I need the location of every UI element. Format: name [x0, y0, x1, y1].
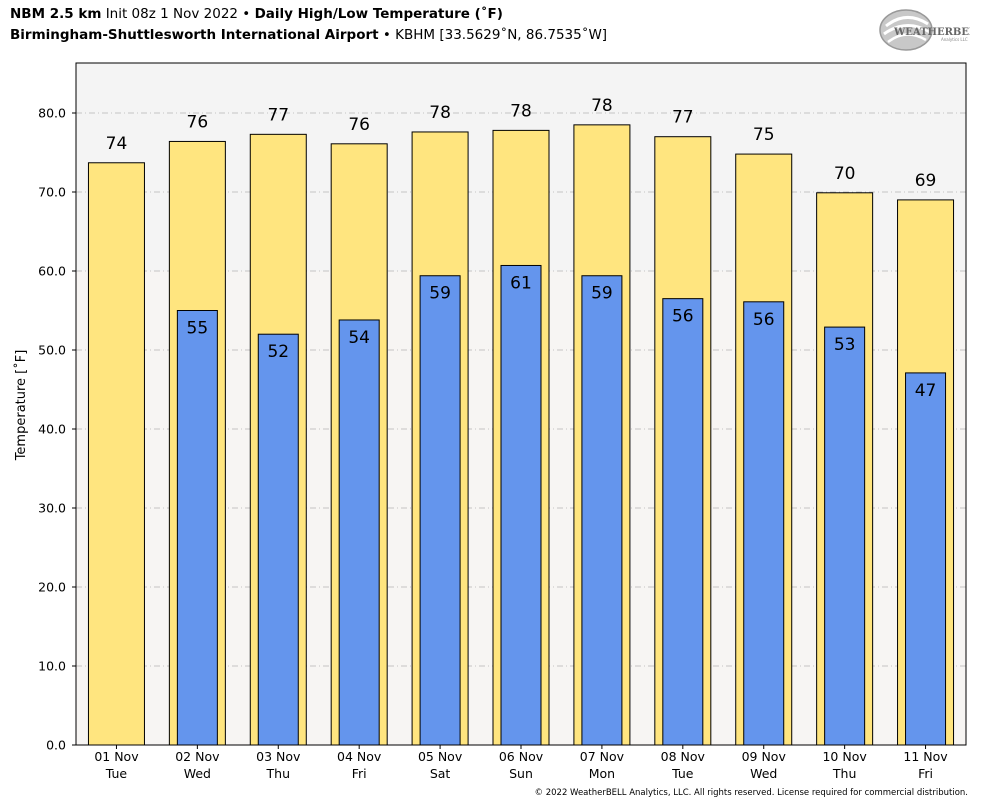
- header-separator: •: [242, 6, 251, 22]
- high-value-label: 76: [348, 115, 370, 135]
- low-bar: [257, 333, 299, 746]
- low-value-label: 56: [672, 307, 694, 327]
- high-bar: [87, 162, 145, 746]
- logo-subtext: Analytics LLC: [941, 37, 968, 42]
- low-value-label: 54: [348, 328, 370, 348]
- y-tick-label: 50.0: [38, 343, 66, 358]
- y-tick-label: 10.0: [38, 659, 66, 674]
- x-tick-date: 05 Nov: [418, 749, 463, 764]
- chart-title: Daily High/Low Temperature (˚F): [254, 6, 503, 22]
- axes: [72, 62, 967, 749]
- y-tick-label: 40.0: [38, 422, 66, 437]
- x-tick-date: 09 Nov: [742, 749, 787, 764]
- y-tick-label: 60.0: [38, 264, 66, 279]
- high-value-label: 76: [187, 112, 209, 132]
- x-tick-date: 01 Nov: [94, 749, 139, 764]
- low-bar: [581, 275, 623, 746]
- high-value-label: 77: [267, 105, 289, 125]
- copyright-notice: © 2022 WeatherBELL Analytics, LLC. All r…: [534, 788, 968, 798]
- high-value-label: 77: [672, 108, 694, 128]
- x-tick-weekday: Fri: [918, 766, 933, 781]
- x-tick-weekday: Thu: [266, 766, 290, 781]
- low-value-label: 47: [915, 381, 937, 401]
- high-labels: 74 76 77 76 78 78 78 77 75 70 69: [106, 96, 937, 191]
- low-bar: [824, 326, 866, 746]
- chart-header-line2: Birmingham-Shuttlesworth International A…: [10, 27, 607, 43]
- x-tick-weekday: Wed: [184, 766, 211, 781]
- header-separator: •: [382, 27, 391, 43]
- model-name: NBM 2.5 km: [10, 6, 102, 22]
- x-tick-date: 03 Nov: [256, 749, 301, 764]
- x-tick-date: 08 Nov: [661, 749, 706, 764]
- low-labels: 55 52 54 59 61 59 56 56 53 47: [187, 273, 937, 400]
- low-bar: [905, 372, 947, 746]
- x-tick-weekday: Sun: [509, 766, 533, 781]
- y-tick-label: 30.0: [38, 501, 66, 516]
- high-value-label: 74: [106, 134, 128, 154]
- low-value-label: 53: [834, 335, 856, 355]
- y-tick-label: 70.0: [38, 185, 66, 200]
- low-bar: [743, 301, 785, 746]
- weatherbell-logo: WEATHERBELL Analytics LLC: [879, 9, 970, 51]
- high-value-label: 70: [834, 164, 856, 184]
- low-value-label: 52: [267, 342, 289, 362]
- low-bars: [176, 264, 947, 746]
- x-tick-date: 04 Nov: [337, 749, 382, 764]
- high-value-label: 75: [753, 125, 775, 145]
- low-value-label: 59: [429, 284, 451, 304]
- logo-text: WEATHERBELL: [893, 27, 970, 38]
- low-bar: [500, 264, 542, 746]
- init-time: Init 08z 1 Nov 2022: [105, 6, 238, 22]
- y-tick-label: 80.0: [38, 106, 66, 121]
- low-value-label: 59: [591, 284, 613, 304]
- x-tick-weekday: Tue: [671, 766, 694, 781]
- low-value-label: 55: [187, 319, 209, 339]
- high-value-label: 69: [915, 171, 937, 191]
- y-tick-label: 0.0: [46, 738, 66, 753]
- x-tick-date: 06 Nov: [499, 749, 544, 764]
- low-value-label: 56: [753, 310, 775, 330]
- y-tick-label: 20.0: [38, 580, 66, 595]
- station-info: KBHM [33.5629˚N, 86.7535˚W]: [395, 27, 608, 43]
- low-bar: [338, 319, 380, 746]
- low-value-label: 61: [510, 273, 532, 293]
- x-tick-labels: 01 Nov Tue 02 Nov Wed 03 Nov Thu 04 Nov Fri 05 N…: [94, 749, 948, 781]
- high-value-label: 78: [429, 103, 451, 123]
- x-tick-weekday: Fri: [352, 766, 367, 781]
- low-bar: [176, 310, 218, 746]
- high-value-label: 78: [510, 101, 532, 121]
- x-tick-weekday: Tue: [105, 766, 128, 781]
- chart-header-line1: NBM 2.5 km Init 08z 1 Nov 2022 • Daily H…: [10, 6, 503, 22]
- y-axis-label: Temperature [˚F]: [13, 350, 29, 462]
- low-bar: [419, 275, 461, 746]
- x-tick-date: 11 Nov: [903, 749, 948, 764]
- location-name: Birmingham-Shuttlesworth International A…: [10, 27, 379, 43]
- x-tick-weekday: Sat: [430, 766, 451, 781]
- y-tick-labels: 0.0 10.0 20.0 30.0 40.0 50.0 60.0 70.0 80.0: [38, 106, 66, 753]
- high-value-label: 78: [591, 96, 613, 116]
- x-tick-date: 02 Nov: [175, 749, 220, 764]
- x-tick-date: 10 Nov: [822, 749, 867, 764]
- low-bar: [662, 298, 704, 746]
- x-tick-weekday: Mon: [589, 766, 615, 781]
- x-tick-weekday: Thu: [832, 766, 856, 781]
- x-tick-date: 07 Nov: [580, 749, 625, 764]
- x-tick-weekday: Wed: [750, 766, 777, 781]
